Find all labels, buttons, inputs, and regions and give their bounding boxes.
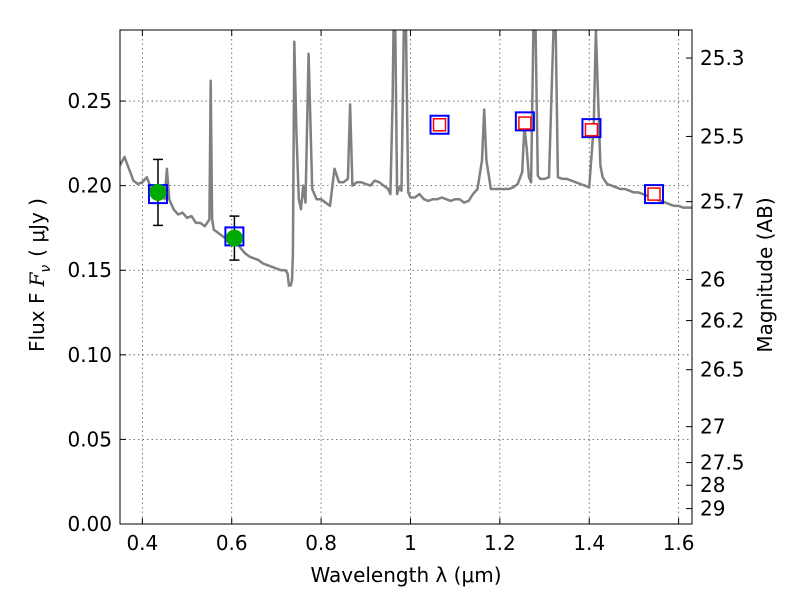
y-tick-label: 0.00 <box>67 512 112 536</box>
y2-tick-label: 26 <box>700 267 725 291</box>
y-tick-label: 0.10 <box>67 343 112 367</box>
detection-point <box>225 229 243 247</box>
x-axis-label: Wavelength λ (μm) <box>310 563 501 587</box>
x-tick-label: 1.2 <box>484 531 516 555</box>
x-tick-label: 0.6 <box>216 531 248 555</box>
limit-point <box>584 123 599 137</box>
limit-point <box>647 187 661 201</box>
model-flux-box <box>429 114 450 135</box>
model-flux-box <box>581 118 602 139</box>
y-axis-label-unit: ( μJy ) <box>25 198 49 257</box>
y2-tick-label: 29 <box>700 497 725 521</box>
y2-axis-label: Magnitude (AB) <box>753 197 777 352</box>
y-tick-label: 0.25 <box>67 89 112 113</box>
y-axis-label-main: Flux F <box>25 293 49 352</box>
y2-tick-label: 26.5 <box>700 358 745 382</box>
x-tick-label: 1.6 <box>663 531 695 555</box>
limit-point <box>432 117 447 132</box>
y2-tick-label: 25.5 <box>700 124 745 148</box>
model-flux-box <box>644 184 665 205</box>
x-tick-label: 1.4 <box>573 531 605 555</box>
x-tick-label: 0.4 <box>126 531 158 555</box>
x-tick-label: 0.8 <box>305 531 337 555</box>
plot-frame <box>119 29 693 525</box>
limit-point <box>518 116 532 130</box>
y2-tick-label: 25.7 <box>700 190 745 214</box>
y2-tick-label: 28 <box>700 473 725 497</box>
y-tick-label: 0.20 <box>67 174 112 198</box>
model-flux-box <box>514 111 535 132</box>
y2-tick-label: 26.2 <box>700 309 745 333</box>
y2-tick-label: 27.5 <box>700 451 745 475</box>
x-ticks: 0.4 0.6 0.8 1 1.2 1.4 1.6 <box>126 30 695 555</box>
y-axis-label-sub: ν <box>38 265 54 273</box>
x-tick-label: 1 <box>404 531 417 555</box>
detection-point <box>149 183 167 201</box>
y-axis-label: Flux FFν( μJy ) <box>25 198 54 352</box>
y2-tick-label: 25.3 <box>700 46 745 70</box>
y-tick-label: 0.15 <box>67 258 112 282</box>
y-ticks: 0.00 0.05 0.10 0.15 0.20 0.25 <box>67 89 126 536</box>
sed-model-line <box>120 30 692 287</box>
y-tick-label: 0.05 <box>67 427 112 451</box>
photometry-points <box>147 111 665 261</box>
y2-tick-label: 27 <box>700 415 725 439</box>
